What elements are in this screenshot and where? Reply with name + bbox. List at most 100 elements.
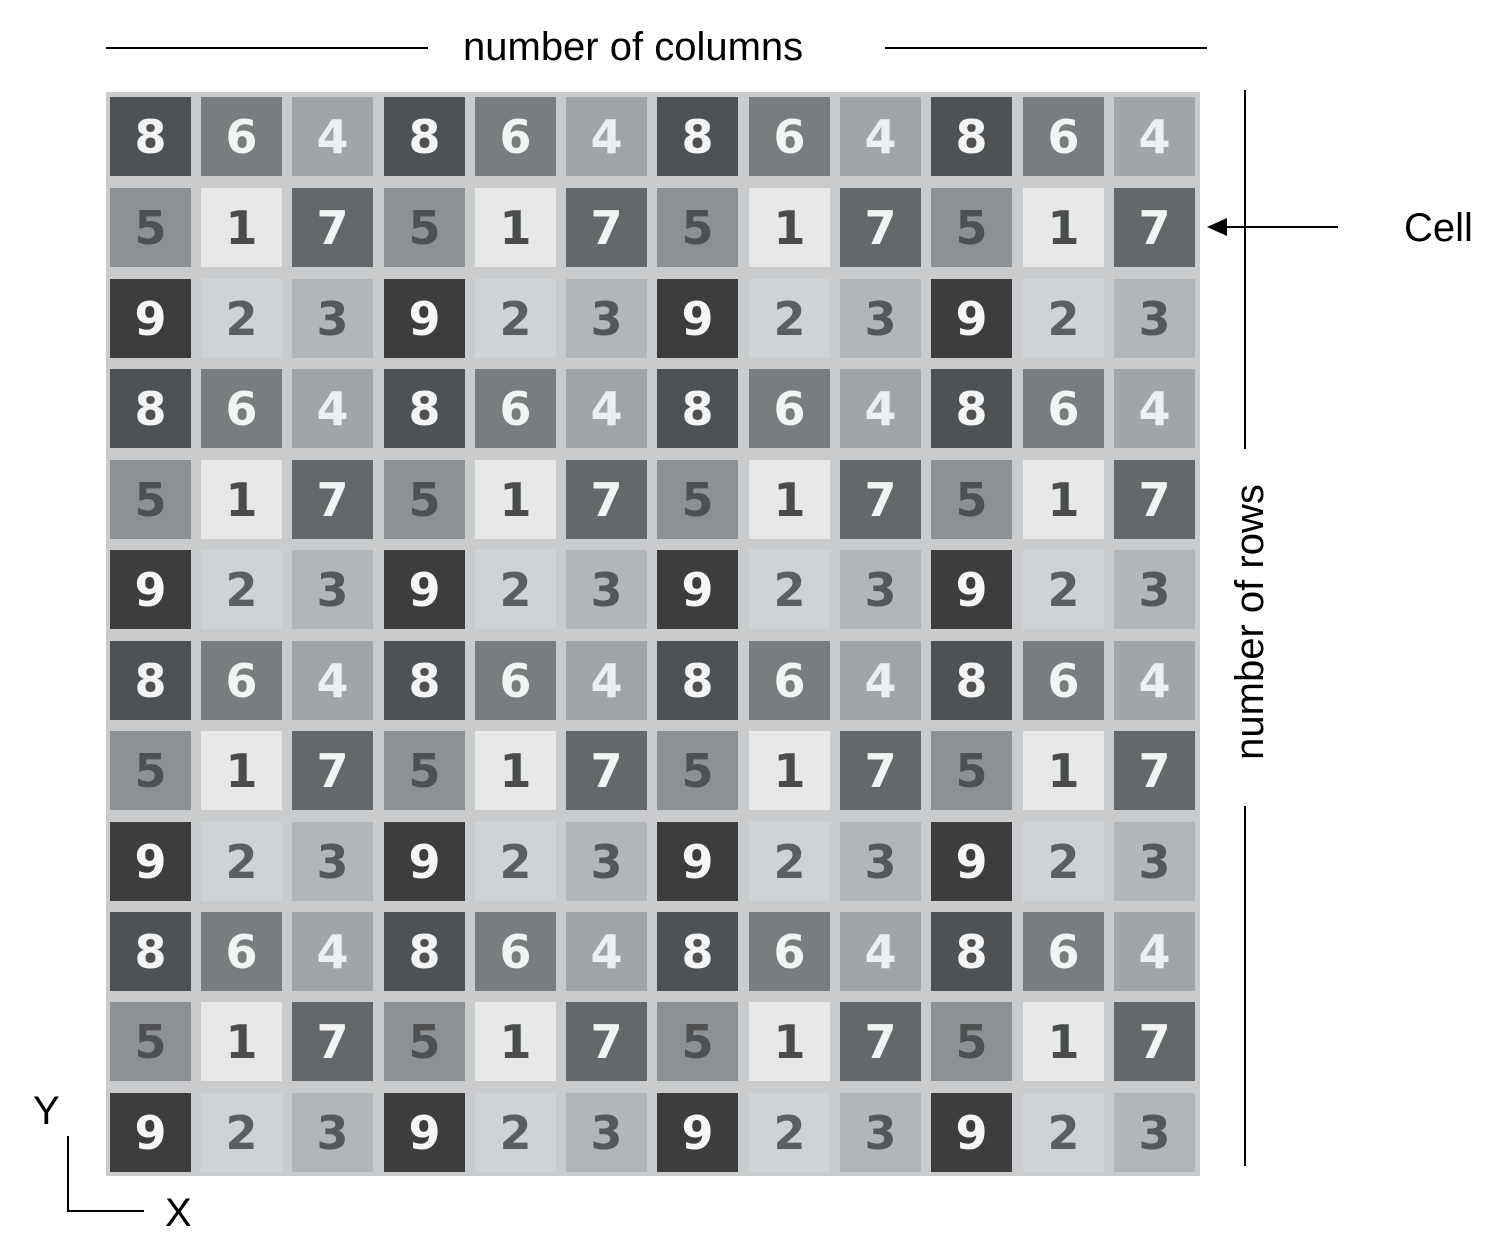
grid-cell: 9: [384, 1093, 465, 1172]
grid-cell: 3: [1114, 1093, 1195, 1172]
grid-cell: 9: [110, 550, 191, 629]
grid-cell: 9: [384, 279, 465, 358]
cell-label: Cell: [1404, 206, 1473, 250]
grid-cell: 8: [384, 641, 465, 720]
grid-cell: 6: [1023, 912, 1104, 991]
grid-cell: 4: [292, 97, 373, 176]
grid-cell: 7: [1114, 188, 1195, 267]
grid-cell: 1: [1023, 731, 1104, 810]
grid-cell: 7: [1114, 731, 1195, 810]
grid-cell: 6: [201, 641, 282, 720]
grid-cell: 1: [1023, 460, 1104, 539]
grid-cell: 8: [110, 97, 191, 176]
grid-cell: 6: [475, 97, 556, 176]
columns-dimension-line-left: [106, 47, 428, 49]
grid-cell: 5: [384, 188, 465, 267]
grid-cell: 3: [292, 550, 373, 629]
grid-cell: 5: [657, 188, 738, 267]
grid-cell: 1: [201, 1002, 282, 1081]
grid-cell: 7: [566, 188, 647, 267]
grid-cell: 9: [384, 822, 465, 901]
grid-cell: 2: [749, 1093, 830, 1172]
grid-cell: 7: [840, 460, 921, 539]
grid-cell: 2: [1023, 550, 1104, 629]
grid-cell: 1: [475, 1002, 556, 1081]
grid-cell: 6: [475, 641, 556, 720]
grid-cell: 5: [931, 460, 1012, 539]
grid-cell: 4: [840, 641, 921, 720]
grid-cell: 4: [292, 369, 373, 448]
grid-cell: 6: [201, 369, 282, 448]
grid-cell: 9: [110, 279, 191, 358]
grid-cell: 4: [840, 369, 921, 448]
grid-cell: 7: [840, 731, 921, 810]
axis-y-label: Y: [33, 1089, 60, 1133]
grid-cell: 4: [566, 641, 647, 720]
grid-cell: 3: [1114, 550, 1195, 629]
grid-cell: 1: [475, 731, 556, 810]
columns-dimension-line-right: [885, 47, 1207, 49]
grid-cell: 1: [475, 188, 556, 267]
grid-cell: 9: [931, 279, 1012, 358]
grid-cell: 6: [749, 97, 830, 176]
grid-cell: 7: [566, 731, 647, 810]
grid-cell: 8: [931, 912, 1012, 991]
rows-dimension-line-top: [1244, 90, 1246, 449]
grid-cell: 4: [1114, 641, 1195, 720]
grid-cell: 8: [657, 912, 738, 991]
grid-cell: 3: [292, 279, 373, 358]
grid-cell: 6: [749, 641, 830, 720]
grid-cell: 2: [475, 822, 556, 901]
grid-cell: 5: [384, 1002, 465, 1081]
grid-cell: 1: [1023, 188, 1104, 267]
grid-cell: 3: [840, 1093, 921, 1172]
axis-x-label: X: [165, 1191, 192, 1235]
grid-cell: 8: [657, 369, 738, 448]
grid-cell: 1: [475, 460, 556, 539]
grid-cell: 7: [566, 460, 647, 539]
grid-cell: 6: [1023, 97, 1104, 176]
grid-cell: 9: [657, 550, 738, 629]
rows-dimension-line-bottom: [1244, 806, 1246, 1166]
grid-cell: 8: [931, 97, 1012, 176]
grid-cell: 1: [201, 460, 282, 539]
grid-cell: 8: [384, 912, 465, 991]
grid-cell: 3: [840, 279, 921, 358]
grid-cell: 9: [110, 1093, 191, 1172]
grid-cell: 4: [1114, 912, 1195, 991]
grid-cell: 4: [566, 97, 647, 176]
grid-cell: 3: [840, 822, 921, 901]
grid-cell: 8: [657, 641, 738, 720]
grid-cell: 9: [931, 822, 1012, 901]
grid-cell: 5: [931, 1002, 1012, 1081]
grid-cell: 6: [475, 369, 556, 448]
grid-cell: 9: [657, 822, 738, 901]
grid-cell: 7: [840, 188, 921, 267]
grid-cell: 7: [292, 188, 373, 267]
grid-cell: 5: [657, 1002, 738, 1081]
columns-label: number of columns: [463, 25, 804, 69]
grid-cell: 2: [201, 279, 282, 358]
grid-cell: 6: [1023, 641, 1104, 720]
grid-cell: 3: [1114, 822, 1195, 901]
grid-cell: 1: [749, 1002, 830, 1081]
rows-label: number of rows: [1228, 484, 1272, 760]
grid-cell: 3: [840, 550, 921, 629]
grid-cell: 1: [201, 188, 282, 267]
grid-cell: 3: [566, 822, 647, 901]
grid-cell: 5: [110, 1002, 191, 1081]
grid-cell: 5: [657, 731, 738, 810]
grid-cell: 7: [840, 1002, 921, 1081]
grid-cell: 3: [566, 550, 647, 629]
grid-cell: 9: [657, 279, 738, 358]
grid-cell: 8: [110, 641, 191, 720]
grid-cell: 5: [110, 460, 191, 539]
grid-cell: 2: [749, 550, 830, 629]
cell-arrow-head: [1207, 218, 1227, 236]
grid-cell: 7: [292, 1002, 373, 1081]
grid-cell: 4: [566, 912, 647, 991]
grid-cell: 5: [384, 460, 465, 539]
grid-cell: 7: [1114, 1002, 1195, 1081]
grid-cell: 5: [931, 188, 1012, 267]
